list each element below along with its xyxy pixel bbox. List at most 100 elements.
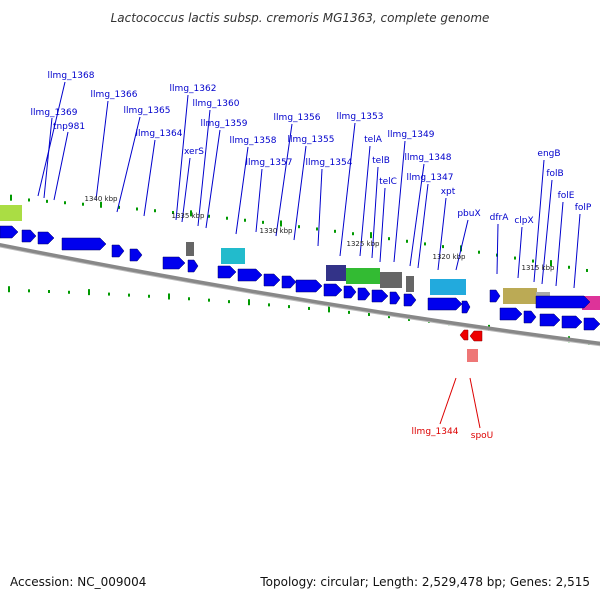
map-title: Lactococcus lactis subsp. cremoris MG136… bbox=[111, 11, 490, 25]
label-leader bbox=[371, 166, 379, 259]
feature-block bbox=[346, 268, 380, 284]
tick-marker bbox=[248, 299, 250, 306]
gene-arrow bbox=[499, 307, 523, 321]
tick-marker bbox=[100, 201, 102, 208]
label-leader bbox=[496, 223, 499, 275]
label-leader bbox=[293, 145, 307, 241]
gene-label: tnp981 bbox=[53, 122, 85, 132]
tick-marker bbox=[244, 218, 246, 222]
gene-arrow bbox=[0, 225, 19, 239]
label-leader bbox=[379, 187, 386, 263]
tick-marker bbox=[308, 306, 310, 310]
tick-marker bbox=[478, 250, 480, 254]
gene-label: xpt bbox=[441, 187, 456, 197]
label-leader bbox=[517, 226, 523, 279]
label-leader bbox=[205, 129, 221, 229]
label-leader bbox=[469, 377, 481, 429]
gene-label: llmg_1369 bbox=[31, 108, 78, 118]
genome-backbone-shade bbox=[0, 246, 600, 347]
label-leader bbox=[116, 116, 141, 213]
gene-arrow bbox=[263, 273, 281, 287]
label-leader bbox=[235, 146, 249, 235]
gene-arrow bbox=[237, 268, 263, 282]
feature-block bbox=[186, 242, 194, 256]
gene-label: llmg_1355 bbox=[288, 135, 335, 145]
tick-marker bbox=[388, 237, 390, 241]
gene-arrow bbox=[523, 310, 537, 324]
tick-marker bbox=[424, 242, 426, 246]
gene-arrow bbox=[389, 291, 401, 305]
label-leader bbox=[437, 197, 447, 271]
feature-block bbox=[430, 279, 466, 295]
gene-label: telB bbox=[372, 156, 390, 166]
reverse-gene-block bbox=[467, 349, 478, 362]
tick-marker bbox=[28, 289, 30, 293]
scale-label: 1320 kbp bbox=[433, 253, 467, 261]
tick-marker bbox=[316, 227, 318, 231]
tick-marker bbox=[10, 194, 12, 201]
label-leader bbox=[37, 81, 66, 197]
label-leader bbox=[533, 159, 545, 283]
reverse-gene-label: llmg_1344 bbox=[412, 427, 459, 437]
scale-label: 1315 kbp bbox=[522, 264, 556, 272]
label-leader bbox=[317, 168, 323, 247]
tick-marker bbox=[368, 312, 370, 316]
gene-arrow bbox=[217, 265, 237, 279]
feature-block bbox=[503, 288, 537, 304]
genome-summary-text: Topology: circular; Length: 2,529,478 bp… bbox=[259, 575, 590, 589]
tick-marker bbox=[68, 290, 70, 294]
gene-label: llmg_1356 bbox=[274, 113, 321, 123]
gene-label: pbuX bbox=[457, 209, 480, 219]
tick-marker bbox=[348, 310, 350, 314]
label-leader bbox=[339, 122, 356, 257]
tick-marker bbox=[208, 298, 210, 302]
gene-arrow bbox=[357, 287, 371, 301]
tick-marker bbox=[64, 201, 66, 205]
gene-arrow bbox=[323, 283, 343, 297]
gene-label: llmg_1364 bbox=[136, 129, 183, 139]
tick-marker bbox=[586, 268, 588, 272]
tick-marker bbox=[8, 286, 10, 293]
gene-label: llmg_1347 bbox=[407, 173, 454, 183]
gene-arrows bbox=[0, 225, 600, 362]
tick-marker bbox=[128, 293, 130, 297]
label-leader bbox=[197, 109, 211, 227]
tick-marker bbox=[172, 211, 174, 215]
feature-block bbox=[380, 272, 402, 288]
gene-label: llmg_1360 bbox=[193, 99, 240, 109]
label-leader bbox=[455, 219, 469, 271]
gene-arrow bbox=[403, 293, 417, 307]
gene-label: llmg_1353 bbox=[337, 112, 384, 122]
tick-marker bbox=[262, 220, 264, 224]
gene-label: telA bbox=[364, 135, 383, 145]
tick-marker bbox=[442, 245, 444, 249]
tick-marker bbox=[168, 293, 170, 300]
reverse-gene-arrow bbox=[469, 330, 483, 342]
gene-arrow bbox=[427, 297, 463, 311]
feature-blocks bbox=[0, 205, 600, 310]
gene-arrow bbox=[21, 229, 37, 243]
gene-arrow bbox=[343, 285, 357, 299]
tick-marker bbox=[154, 209, 156, 213]
tick-marker bbox=[88, 289, 90, 296]
scale-labels: 1340 kbp 1335 kbp 1330 kbp 1325 kbp 1320… bbox=[85, 195, 556, 272]
tick-markers-outer bbox=[10, 194, 588, 272]
tick-marker bbox=[190, 210, 192, 217]
label-leader bbox=[53, 131, 69, 201]
gene-label: llmg_1359 bbox=[201, 119, 248, 129]
tick-marker bbox=[268, 303, 270, 307]
tick-marker bbox=[228, 300, 230, 304]
gene-label: llmg_1358 bbox=[230, 136, 277, 146]
label-leader bbox=[393, 140, 406, 263]
gene-arrow bbox=[295, 279, 323, 293]
label-leader bbox=[359, 145, 371, 257]
tick-marker bbox=[406, 239, 408, 243]
gene-label: folP bbox=[575, 203, 592, 213]
gene-label: engB bbox=[537, 149, 560, 159]
tick-marker bbox=[148, 294, 150, 298]
gene-label: llmg_1348 bbox=[405, 153, 452, 163]
tick-marker bbox=[208, 214, 210, 218]
tick-marker bbox=[550, 260, 552, 267]
gene-label-leaders bbox=[37, 81, 581, 429]
